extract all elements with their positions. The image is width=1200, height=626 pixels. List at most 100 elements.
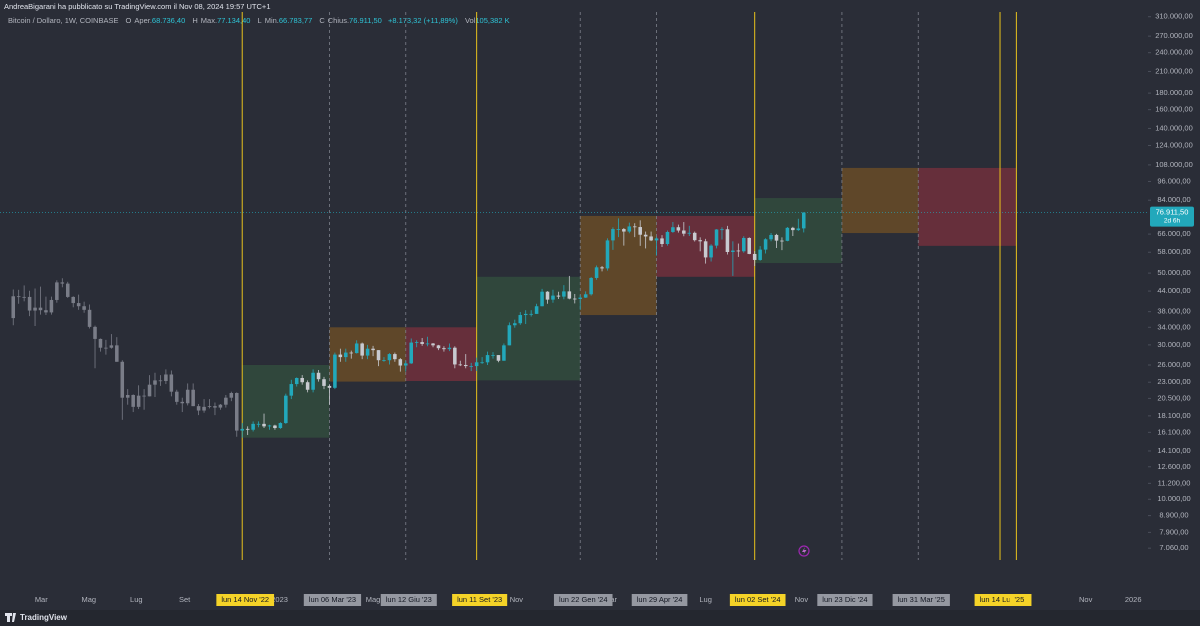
candle-body: [382, 360, 386, 362]
last-price-label: 76.911,50: [1156, 208, 1189, 217]
y-tick-label: 50.000,00: [1157, 268, 1190, 277]
candle-body: [153, 380, 157, 385]
candle-body: [147, 384, 152, 397]
countdown: 2d 6h: [1164, 217, 1181, 224]
candle-body: [71, 296, 75, 304]
candle-body: [262, 423, 266, 427]
candle-body: [414, 342, 419, 343]
marker-label: lun 31 Mar '25: [898, 595, 945, 604]
candle-body: [523, 313, 528, 316]
legend-vol-name: Vol: [465, 16, 476, 25]
candle-body: [534, 306, 539, 314]
marker-label-bg: [1009, 594, 1030, 606]
y-tick-label: 270.000,00: [1155, 31, 1193, 40]
candle-body: [175, 391, 179, 402]
candle-body: [801, 212, 806, 229]
candle-body: [284, 395, 288, 424]
candle-body: [22, 296, 26, 298]
candle-body: [463, 364, 468, 367]
candle-body: [349, 352, 354, 354]
candle-body: [376, 350, 381, 361]
x-tick-label: Lug: [130, 595, 143, 604]
candle-body: [447, 347, 452, 350]
zone-box: [918, 167, 1017, 246]
marker-label-bg: [380, 594, 437, 606]
candle-body: [333, 354, 337, 388]
candle-body: [305, 382, 310, 390]
candle-body: [213, 406, 217, 408]
marker-label: lun 12 Giu '23: [386, 595, 432, 604]
candle-body: [611, 229, 615, 241]
candle-body: [322, 379, 326, 386]
event-icon: [798, 545, 810, 557]
candle-body: [513, 323, 517, 326]
candle-body: [616, 229, 621, 230]
y-tick-label: 11.200,00: [1158, 478, 1191, 487]
x-tick-label: Nov: [510, 595, 524, 604]
candle-body: [780, 240, 784, 242]
candle-body: [224, 397, 228, 405]
candle-body: [469, 366, 473, 367]
candle-body: [289, 384, 294, 396]
candle-body: [507, 325, 512, 346]
x-tick-label: Mar: [35, 595, 48, 604]
candle-body: [485, 355, 490, 363]
candle-body: [556, 295, 561, 297]
candle-body: [60, 282, 65, 284]
footer-logo: [5, 613, 16, 622]
candle-body: [774, 234, 779, 241]
y-tick-label: 66.000,00: [1157, 229, 1190, 238]
candle-body: [409, 342, 413, 364]
candle-body: [131, 394, 135, 407]
candle-body: [731, 250, 735, 253]
legend-key: O: [126, 16, 132, 25]
legend-value: 68.736,40: [152, 16, 185, 25]
candle-body: [698, 240, 702, 242]
legend-key: H: [192, 16, 197, 25]
marker-label: lun 14 Nov '22: [221, 595, 269, 604]
y-tick-label: 16.100,00: [1157, 427, 1190, 436]
y-tick-label: 20.500,00: [1157, 393, 1190, 402]
candle-body: [649, 236, 653, 241]
candle-body: [529, 313, 533, 315]
candle-body: [676, 227, 681, 231]
marker-label-bg: [892, 594, 950, 606]
y-tick-label: 8.900,00: [1159, 511, 1188, 520]
candle-body: [240, 428, 244, 431]
candle-body: [11, 296, 16, 319]
publisher: AndreaBigarani ha pubblicato su TradingV…: [4, 2, 270, 11]
y-tick-label: 310.000,00: [1155, 12, 1193, 21]
candle-body: [583, 294, 588, 298]
candle-body: [65, 283, 70, 297]
candle-body: [480, 362, 484, 364]
candle-body: [371, 348, 375, 351]
candle-body: [294, 378, 299, 385]
candle-body: [758, 249, 762, 260]
candle-body: [191, 389, 195, 407]
candle-body: [562, 291, 566, 297]
candle-body: [87, 309, 92, 327]
candle-body: [752, 253, 757, 260]
y-tick-label: 180.000,00: [1155, 88, 1193, 97]
candle-body: [344, 352, 348, 358]
y-tick-label: 14.100,00: [1157, 446, 1190, 455]
footer-bar: [0, 610, 1200, 626]
x-tick-label: Set: [179, 595, 191, 604]
candle-body: [98, 338, 103, 348]
zone-box: [405, 327, 477, 381]
x-tick-label: Nov: [1079, 595, 1093, 604]
candle-body: [665, 231, 670, 245]
marker-label-bg: [216, 594, 275, 606]
candle-body: [671, 227, 675, 232]
candle-body: [185, 389, 190, 404]
legend-value: 77.134,40: [217, 16, 250, 25]
candle-body: [207, 406, 212, 407]
candle-body: [638, 227, 642, 235]
y-tick-label: 10.000,00: [1157, 494, 1190, 503]
candle-body: [180, 401, 185, 404]
candle-body: [589, 277, 593, 295]
candle-body: [742, 237, 746, 252]
candle-body: [682, 230, 686, 234]
candle-body: [311, 372, 315, 390]
legend-vol: 105,382 K: [475, 16, 509, 25]
